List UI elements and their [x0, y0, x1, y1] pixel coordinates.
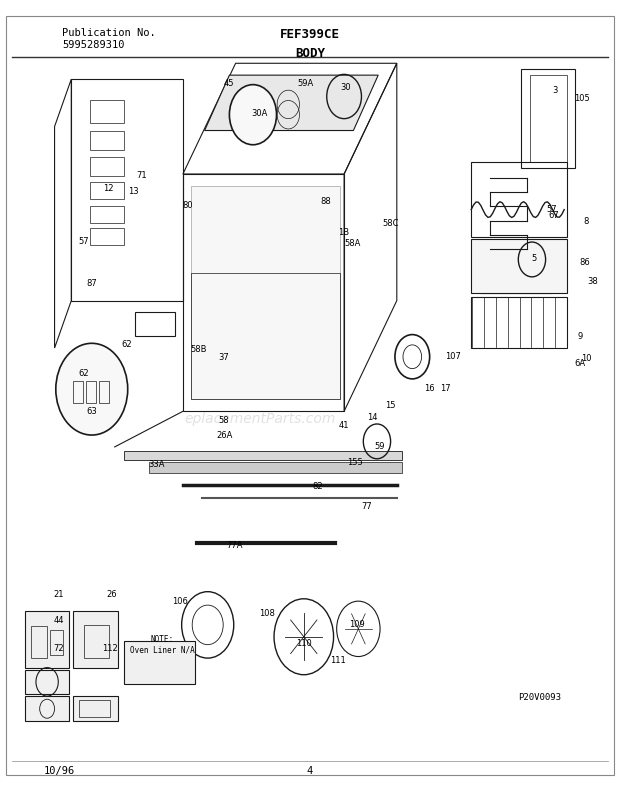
Text: 5: 5 — [532, 254, 537, 263]
Bar — [530, 75, 567, 162]
Text: NOTE:
Oven Liner N/A: NOTE: Oven Liner N/A — [130, 635, 195, 654]
Circle shape — [229, 85, 277, 145]
Text: 15: 15 — [386, 401, 396, 411]
Text: 41: 41 — [339, 421, 349, 430]
Bar — [191, 273, 340, 399]
Text: 14: 14 — [367, 413, 377, 422]
Text: 26A: 26A — [216, 430, 232, 440]
Text: 21: 21 — [54, 590, 64, 600]
Text: 58: 58 — [218, 416, 229, 426]
Text: 26: 26 — [106, 590, 117, 600]
Text: 33A: 33A — [149, 460, 165, 469]
Text: 111: 111 — [330, 656, 346, 665]
Bar — [90, 182, 124, 199]
Text: 106: 106 — [172, 596, 188, 606]
Text: Publication No.: Publication No. — [62, 28, 156, 38]
Text: 71: 71 — [136, 171, 147, 180]
Circle shape — [56, 343, 128, 435]
Text: 57: 57 — [546, 205, 557, 214]
Bar — [135, 312, 175, 336]
Text: 108: 108 — [259, 608, 275, 618]
Bar — [90, 228, 124, 245]
Text: 1B: 1B — [339, 228, 350, 237]
Text: 58C: 58C — [383, 219, 399, 229]
Text: 105: 105 — [574, 94, 590, 104]
Bar — [90, 131, 124, 150]
Polygon shape — [149, 462, 402, 473]
Bar — [471, 239, 567, 293]
Text: 80: 80 — [182, 201, 193, 210]
Text: eplacementParts.com: eplacementParts.com — [185, 412, 336, 426]
Bar — [86, 381, 96, 403]
Bar — [471, 162, 567, 237]
Text: 112: 112 — [102, 644, 118, 653]
Text: 155: 155 — [347, 458, 363, 467]
Text: FEF399CE: FEF399CE — [280, 28, 340, 40]
Bar — [73, 381, 83, 403]
Text: 63: 63 — [86, 407, 97, 416]
Text: 13: 13 — [128, 187, 139, 196]
Polygon shape — [124, 451, 402, 460]
Text: 109: 109 — [348, 620, 365, 630]
Text: 10/96: 10/96 — [43, 766, 74, 776]
Bar — [480, 257, 552, 293]
Text: 9: 9 — [577, 331, 582, 341]
Text: 87: 87 — [86, 278, 97, 288]
Text: 38: 38 — [587, 277, 598, 286]
Bar — [25, 670, 69, 694]
Text: 110: 110 — [296, 638, 312, 648]
Bar — [99, 381, 109, 403]
Bar — [73, 696, 118, 721]
Text: 107: 107 — [445, 352, 461, 361]
Text: 16: 16 — [424, 384, 435, 393]
Bar — [90, 206, 124, 223]
Text: 45: 45 — [224, 78, 234, 88]
Bar — [79, 700, 110, 717]
Bar — [124, 641, 195, 684]
Text: 12: 12 — [104, 184, 113, 193]
Text: 30A: 30A — [251, 108, 267, 118]
Text: 57: 57 — [78, 237, 89, 246]
Text: 59: 59 — [374, 441, 384, 451]
Bar — [25, 696, 69, 721]
Bar — [31, 626, 46, 658]
Polygon shape — [191, 186, 340, 399]
Text: 62: 62 — [78, 369, 89, 378]
Polygon shape — [205, 75, 378, 131]
Text: 5995289310: 5995289310 — [62, 40, 125, 50]
Bar — [90, 100, 124, 123]
Text: 59A: 59A — [297, 79, 313, 89]
Text: BODY: BODY — [295, 47, 325, 60]
Text: 82: 82 — [312, 482, 323, 491]
Text: 67: 67 — [548, 211, 559, 221]
Text: 44: 44 — [54, 616, 64, 626]
Text: 86: 86 — [579, 258, 590, 267]
Text: 58A: 58A — [344, 239, 360, 248]
Text: 4: 4 — [307, 766, 313, 776]
Text: 37: 37 — [218, 353, 229, 362]
Text: 77: 77 — [361, 501, 373, 511]
Text: 62: 62 — [122, 339, 133, 349]
Text: 58B: 58B — [190, 345, 206, 354]
Text: 8: 8 — [583, 217, 588, 226]
Bar — [521, 69, 575, 168]
Text: 72: 72 — [53, 644, 64, 653]
Text: 77A: 77A — [226, 541, 242, 551]
Text: 10: 10 — [581, 354, 591, 363]
Text: P20V0093: P20V0093 — [518, 693, 561, 702]
Text: 3: 3 — [552, 86, 557, 96]
Bar — [25, 611, 69, 668]
Bar — [50, 630, 63, 655]
Bar — [90, 157, 124, 176]
Bar — [73, 611, 118, 668]
Text: 88: 88 — [320, 197, 331, 206]
Text: 30: 30 — [340, 82, 351, 92]
Text: 6A: 6A — [574, 358, 585, 368]
Text: 17: 17 — [440, 384, 451, 393]
Bar — [471, 297, 567, 348]
